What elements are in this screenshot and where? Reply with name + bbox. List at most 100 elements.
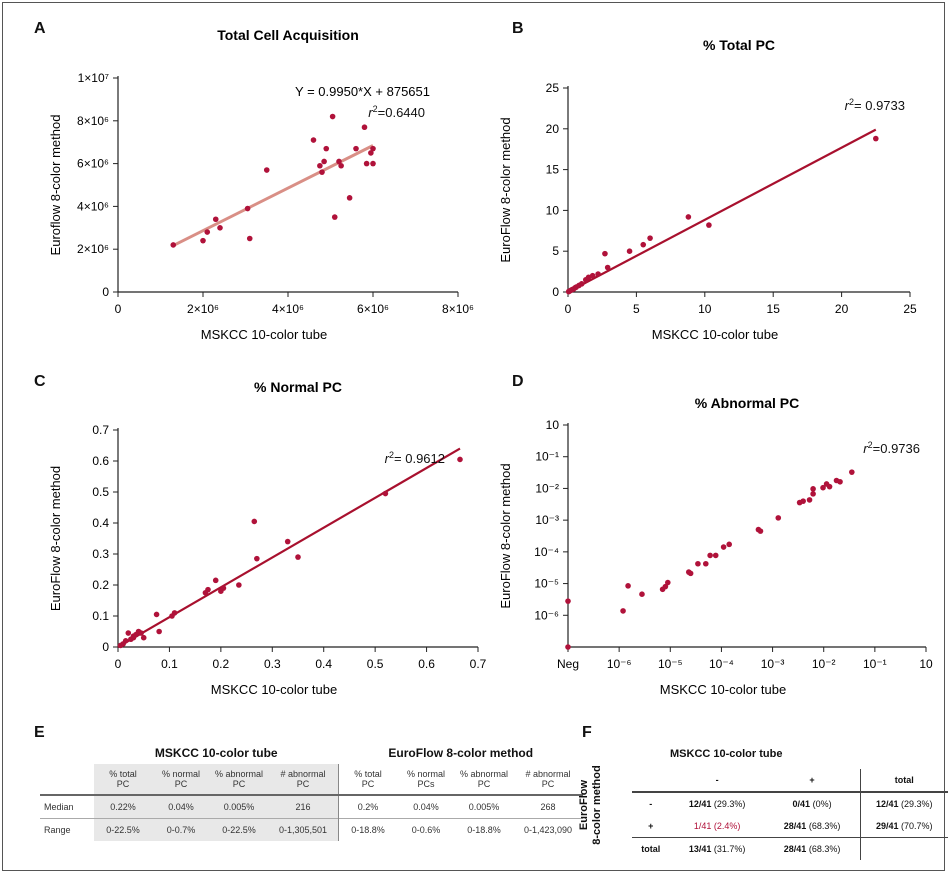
- annotation-value: = 0.9733: [854, 98, 905, 113]
- x-tick-label: 10⁻⁴: [709, 657, 734, 671]
- annotation-value: = 0.9612: [394, 451, 445, 466]
- data-point: [775, 515, 782, 521]
- x-tick-label: 10⁻⁶: [607, 657, 632, 671]
- table-cell: 0-1,423,090: [523, 824, 573, 835]
- chart-normal-pc: % Normal PC 0 0.1 0.2 0.3 0.4 0.5 0.6 0.7 0 0.1 0.2…: [48, 379, 487, 697]
- header-line: % normal: [161, 769, 200, 779]
- regression-line: [172, 144, 374, 247]
- data-point: [217, 225, 223, 231]
- table-cell: [859, 837, 948, 860]
- data-point: [368, 150, 374, 156]
- y-tick-label: 5: [552, 244, 559, 258]
- table-cell: 12/41 (29.3%): [670, 792, 765, 815]
- table-corner: [40, 764, 94, 795]
- data-point: [639, 591, 645, 597]
- data-point: [687, 570, 694, 577]
- data-point: [726, 541, 732, 548]
- cell-count: 12/41: [688, 799, 712, 809]
- x-axis-label: MSKCC 10-color tube: [201, 327, 327, 342]
- table-row: Median 0.22% 0.04% 0.005% 216 0.2% 0.04% 0.005%…: [40, 795, 583, 818]
- data-point: [806, 497, 813, 503]
- x-tick-label: 0.5: [367, 657, 384, 671]
- table-cell: 28/41 (68.3%): [765, 815, 860, 838]
- y-tick-label: 0.7: [92, 423, 109, 437]
- y-tick-label: 0: [102, 640, 109, 654]
- cell-percent: (31.7%): [713, 844, 746, 854]
- data-point: [122, 638, 129, 644]
- data-point: [170, 242, 177, 248]
- data-point: [457, 456, 463, 463]
- table-column-header: % abnormal PC: [455, 764, 513, 795]
- x-tick-label: 6×10⁶: [357, 302, 389, 316]
- chart-title: % Abnormal PC: [695, 395, 800, 411]
- panel-label-c: C: [34, 373, 46, 390]
- x-tick-label: 0: [115, 302, 122, 316]
- header-line: % abnormal: [214, 769, 264, 779]
- table-cell: 0-0.6%: [411, 824, 441, 835]
- data-point: [800, 498, 806, 504]
- cell-percent: (68.3%): [808, 844, 841, 854]
- x-tick-label: 8×10⁶: [442, 302, 474, 316]
- data-point: [602, 250, 608, 257]
- annotation-r-squared: r2=0.6440: [368, 104, 425, 120]
- data-point: [706, 222, 712, 228]
- data-point: [625, 583, 631, 589]
- header-line: PC: [361, 779, 375, 789]
- x-axis-label: MSKCC 10-color tube: [652, 327, 778, 342]
- header-line: % normal: [406, 769, 445, 779]
- data-point: [321, 158, 327, 165]
- table-row: - 12/41 (29.3%) 0/41 (0%) 12/41 (29.3%): [632, 792, 948, 815]
- table-cell: 268: [540, 801, 556, 812]
- header-line: PC: [296, 779, 310, 789]
- data-point: [310, 137, 317, 143]
- table-row-label: Range: [44, 824, 71, 835]
- data-point: [707, 552, 713, 559]
- data-point: [171, 610, 178, 616]
- chart-total-cell-acquisition: Total Cell Acquisition 0 2×10⁶ 4×10⁶ 6×10⁶ 8×…: [48, 27, 474, 342]
- table-cell: 0/41 (0%): [765, 792, 860, 815]
- table-cell: 0-0.7%: [152, 818, 210, 841]
- table-column-header: # abnormal PC: [513, 764, 583, 795]
- annotation-r-squared: r2=0.9736: [863, 440, 920, 456]
- annotation-var: r: [368, 105, 373, 120]
- table-cell: 0.2%: [357, 801, 379, 812]
- data-point: [212, 216, 219, 223]
- data-point: [647, 235, 653, 241]
- table-cell: 0.04%: [152, 795, 210, 818]
- data-point: [254, 555, 260, 562]
- table-column-header: % total PC: [94, 764, 152, 795]
- y-tick-label: 0.1: [92, 609, 109, 623]
- data-point: [810, 486, 816, 492]
- panel-label-a: A: [34, 20, 46, 37]
- y-tick-label: 8×10⁶: [77, 114, 109, 128]
- annotation-var: r: [845, 98, 850, 113]
- data-point: [757, 528, 764, 534]
- data-point: [604, 264, 611, 271]
- y-axis-label: EuroFlow 8-color method: [498, 463, 513, 608]
- x-tick-label: 0.7: [470, 657, 487, 671]
- y-axis-label: Euroflow 8-color method: [48, 115, 63, 256]
- table-cell: 12/41 (29.3%): [859, 792, 948, 815]
- data-point: [565, 644, 571, 650]
- data-point: [626, 248, 633, 254]
- cell-count: 28/41: [783, 844, 807, 854]
- data-point: [382, 490, 389, 497]
- annotation-value: =0.6440: [378, 105, 425, 120]
- x-tick-label: 10⁻⁵: [658, 657, 683, 671]
- header-line: # abnormal: [525, 769, 571, 779]
- table-cell: 0-1,305,501: [268, 818, 339, 841]
- table-row-label: -: [649, 799, 653, 809]
- table-f-col-title: MSKCC 10-color tube: [670, 748, 783, 760]
- panel-label-f: F: [582, 724, 592, 741]
- table-cell: 0-22.5%: [94, 818, 152, 841]
- data-point: [363, 160, 370, 167]
- table-column-header: -: [715, 775, 719, 785]
- y-tick-label: 1×10⁷: [78, 71, 109, 85]
- data-point: [595, 271, 601, 277]
- data-point: [329, 113, 336, 120]
- y-axis-label: EuroFlow 8-color method: [48, 466, 63, 611]
- table-f-row-title-line2: 8-color method: [591, 765, 603, 845]
- table-cell: 0.005%: [210, 795, 268, 818]
- data-point: [837, 478, 843, 485]
